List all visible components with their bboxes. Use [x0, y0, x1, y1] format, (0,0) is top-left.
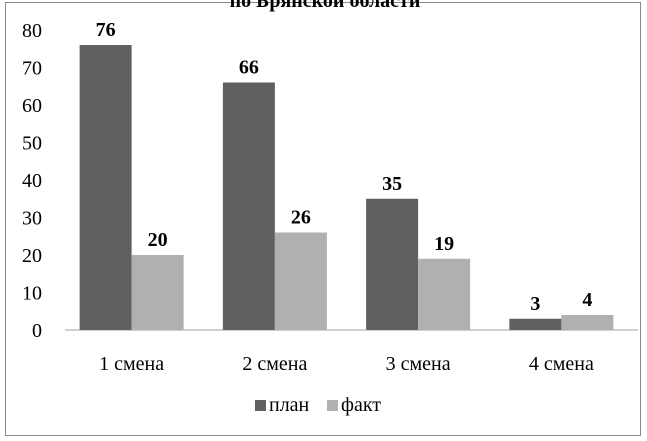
- x-tick-label: 1 смена: [99, 353, 164, 375]
- data-label: 35: [382, 173, 402, 195]
- bar-факт: [418, 258, 471, 330]
- y-tick-label: 50: [22, 133, 42, 155]
- legend-swatch-факт: [327, 400, 338, 411]
- data-label: 20: [148, 229, 168, 251]
- legend-label: факт: [341, 394, 381, 416]
- y-tick-label: 10: [22, 283, 42, 305]
- bar-факт: [561, 315, 614, 330]
- bar-план: [79, 45, 132, 330]
- data-label: 66: [239, 57, 259, 79]
- x-tick-label: 2 смена: [242, 353, 307, 375]
- bar-план: [366, 198, 419, 330]
- x-tick-label: 3 смена: [386, 353, 451, 375]
- y-tick-label: 80: [22, 20, 42, 42]
- legend-swatch-план: [255, 400, 266, 411]
- data-label: 3: [530, 293, 540, 315]
- bar-факт: [131, 255, 184, 330]
- y-tick-label: 0: [32, 320, 42, 342]
- chart-title: по Брянской области: [230, 0, 421, 12]
- data-label: 4: [582, 289, 592, 311]
- y-tick-label: 30: [22, 208, 42, 230]
- bar-план: [509, 318, 562, 330]
- legend-label: план: [269, 394, 310, 416]
- data-label: 19: [434, 233, 454, 255]
- bar-факт: [274, 232, 327, 330]
- x-tick-label: 4 смена: [529, 353, 594, 375]
- y-tick-label: 40: [22, 170, 42, 192]
- y-tick-label: 20: [22, 245, 42, 267]
- data-label: 26: [291, 207, 311, 229]
- bar-план: [222, 82, 275, 330]
- y-tick-label: 60: [22, 95, 42, 117]
- data-label: 76: [96, 19, 116, 41]
- y-tick-label: 70: [22, 58, 42, 80]
